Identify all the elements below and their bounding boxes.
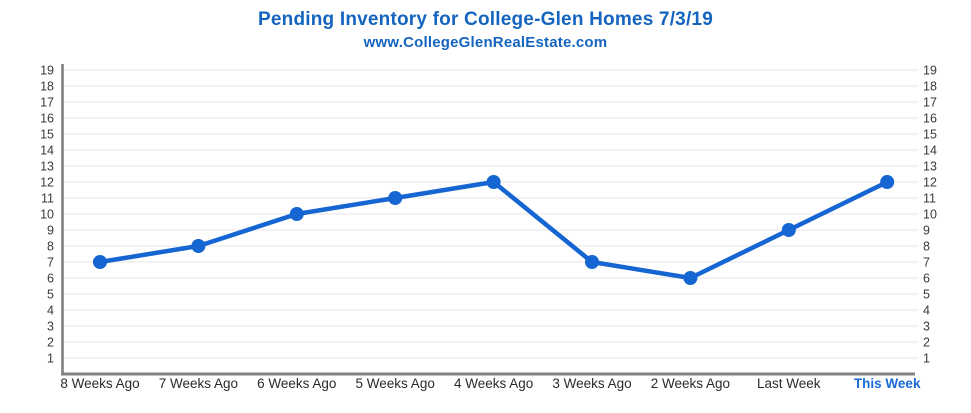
y-tick-label-right: 19 bbox=[923, 64, 937, 78]
data-point bbox=[191, 239, 206, 253]
page-title: Pending Inventory for College-Glen Homes… bbox=[258, 9, 713, 30]
y-tick-label-right: 12 bbox=[923, 176, 937, 190]
y-tick-label-left: 18 bbox=[40, 80, 54, 94]
y-tick-label-left: 13 bbox=[40, 160, 54, 174]
data-point bbox=[781, 223, 796, 237]
y-tick-label-left: 9 bbox=[47, 224, 54, 238]
y-tick-label-right: 14 bbox=[923, 144, 937, 158]
y-tick-label-left: 10 bbox=[40, 208, 54, 222]
x-tick-label: 8 Weeks Ago bbox=[60, 376, 139, 391]
y-tick-label-right: 16 bbox=[923, 112, 937, 126]
x-tick-label: 2 Weeks Ago bbox=[651, 376, 730, 391]
data-point bbox=[388, 191, 403, 205]
data-point bbox=[93, 255, 107, 269]
y-tick-label-right: 10 bbox=[923, 208, 937, 222]
x-tick-label: 6 Weeks Ago bbox=[257, 376, 336, 391]
y-tick-label-left: 15 bbox=[40, 128, 54, 142]
y-tick-label-left: 14 bbox=[40, 144, 54, 158]
y-tick-label-left: 3 bbox=[47, 320, 54, 334]
y-tick-label-left: 7 bbox=[47, 256, 54, 270]
x-tick-label: 5 Weeks Ago bbox=[356, 376, 435, 391]
data-point bbox=[880, 175, 895, 189]
y-tick-label-left: 12 bbox=[40, 176, 54, 190]
y-tick-label-right: 13 bbox=[923, 160, 937, 174]
y-tick-label-left: 1 bbox=[47, 352, 54, 366]
y-tick-label-left: 8 bbox=[47, 240, 54, 254]
y-tick-label-right: 15 bbox=[923, 128, 937, 142]
x-tick-label: 7 Weeks Ago bbox=[159, 376, 238, 391]
y-tick-label-left: 19 bbox=[40, 64, 54, 78]
y-tick-label-left: 5 bbox=[47, 288, 54, 302]
y-tick-label-left: 16 bbox=[40, 112, 54, 126]
x-tick-label-highlighted: This Week bbox=[854, 376, 921, 391]
x-tick-label: 3 Weeks Ago bbox=[552, 376, 631, 391]
y-tick-label-left: 11 bbox=[41, 192, 54, 206]
y-tick-label-right: 1 bbox=[923, 352, 930, 366]
data-point bbox=[585, 255, 599, 269]
y-tick-label-left: 6 bbox=[47, 272, 54, 286]
y-tick-label-left: 2 bbox=[47, 336, 54, 350]
y-tick-label-right: 11 bbox=[923, 192, 936, 206]
data-point bbox=[289, 207, 304, 221]
y-tick-label-right: 4 bbox=[923, 304, 930, 318]
y-tick-label-right: 18 bbox=[923, 80, 937, 94]
y-tick-label-right: 9 bbox=[923, 224, 930, 238]
x-tick-label: Last Week bbox=[757, 376, 821, 391]
y-tick-label-right: 3 bbox=[923, 320, 930, 334]
data-point bbox=[683, 271, 698, 285]
page-subtitle: www.CollegeGlenRealEstate.com bbox=[363, 34, 608, 51]
y-tick-label-right: 7 bbox=[923, 256, 930, 270]
y-tick-label-left: 17 bbox=[40, 96, 54, 110]
y-tick-label-right: 17 bbox=[923, 96, 937, 110]
y-tick-label-right: 2 bbox=[923, 336, 930, 350]
y-tick-label-right: 6 bbox=[923, 272, 930, 286]
y-tick-label-left: 4 bbox=[47, 304, 54, 318]
x-tick-label: 4 Weeks Ago bbox=[454, 376, 533, 391]
data-point bbox=[486, 175, 501, 189]
y-tick-label-right: 8 bbox=[923, 240, 930, 254]
y-tick-label-right: 5 bbox=[923, 288, 930, 302]
chart-header: Pending Inventory for College-Glen Homes… bbox=[0, 8, 971, 53]
